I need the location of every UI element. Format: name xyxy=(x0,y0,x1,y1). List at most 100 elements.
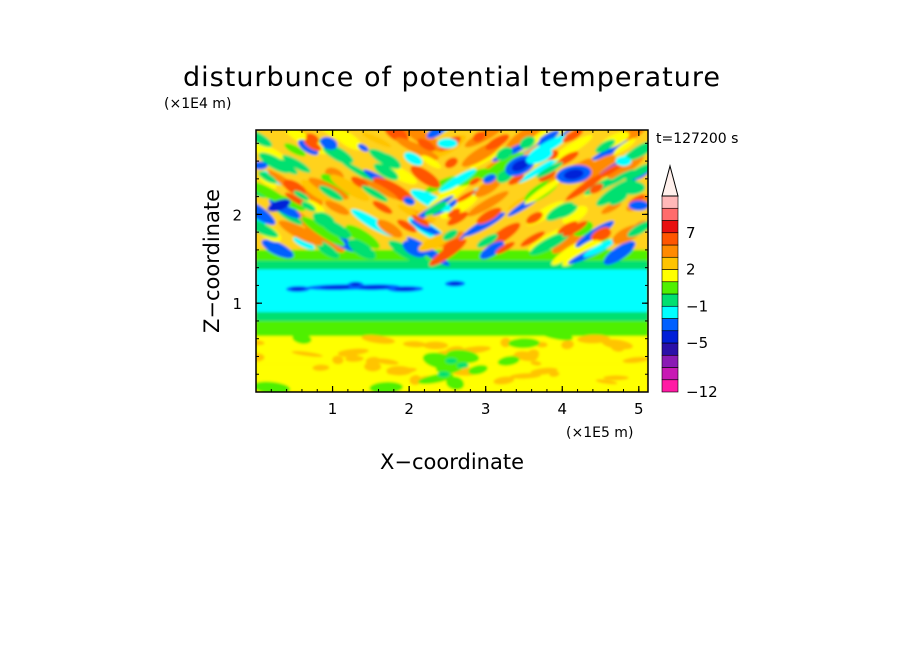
field-cell xyxy=(439,168,477,193)
field-cell xyxy=(258,152,291,174)
field-cell xyxy=(304,227,345,253)
x-tick-label: 3 xyxy=(481,400,491,418)
field-cell xyxy=(561,340,574,350)
field-cell xyxy=(552,134,593,161)
field-cell xyxy=(508,338,540,349)
field-cell xyxy=(293,237,315,250)
field-cell xyxy=(397,204,420,218)
field-cell xyxy=(456,362,469,369)
colorbar-label: 7 xyxy=(686,224,696,242)
field-cell xyxy=(261,239,294,259)
field-cell xyxy=(301,216,345,247)
field-cell xyxy=(514,351,538,362)
field-cell xyxy=(291,350,323,357)
field-cell xyxy=(256,181,289,205)
field-cell xyxy=(409,375,422,386)
x-tick-label: 2 xyxy=(404,400,414,418)
x-tick-label: 4 xyxy=(557,400,567,418)
field-cell xyxy=(622,356,648,364)
field-cell xyxy=(485,134,510,151)
field-cell xyxy=(613,138,636,155)
field-cell xyxy=(524,176,564,205)
field-cell xyxy=(365,356,381,366)
field-cell xyxy=(345,224,380,249)
field-cell xyxy=(373,163,399,181)
colorbar: −12−5−127 xyxy=(661,164,718,401)
field-cell xyxy=(500,337,511,348)
colorbar-segment xyxy=(661,207,679,221)
y-axis: 12 xyxy=(232,142,648,375)
field-cell xyxy=(376,219,403,238)
field-cell xyxy=(625,163,648,181)
field-cell xyxy=(562,205,588,224)
field-cell xyxy=(472,131,486,142)
field-cell xyxy=(601,201,622,215)
field-cell xyxy=(361,334,395,344)
field-cell xyxy=(305,133,319,144)
field-cell xyxy=(536,130,560,146)
colorbar-segment xyxy=(661,354,679,368)
field-cell xyxy=(256,130,273,148)
colorbar-segment xyxy=(661,318,679,332)
field-cell xyxy=(401,130,445,152)
field-band xyxy=(256,319,648,337)
field-cell xyxy=(304,139,322,152)
field-cell xyxy=(297,139,319,156)
field-band xyxy=(256,310,648,321)
field-cell xyxy=(445,357,458,364)
field-cell xyxy=(437,371,450,378)
field-cell xyxy=(509,373,542,379)
field-cell xyxy=(404,152,423,166)
field-cell xyxy=(332,355,344,365)
field-cell xyxy=(338,352,359,358)
field-cell xyxy=(426,130,446,139)
x-axis-label: X−coordinate xyxy=(380,450,524,474)
field-cell xyxy=(457,168,490,187)
field-band xyxy=(256,267,648,313)
colorbar-segment xyxy=(661,232,679,246)
field-cell xyxy=(256,381,291,392)
colorbar-segment xyxy=(661,256,679,270)
field-cell xyxy=(577,334,611,344)
field-cell xyxy=(422,341,449,350)
field-cell xyxy=(598,163,623,179)
field-cell xyxy=(530,360,542,366)
field-cell xyxy=(278,220,323,246)
field-cell xyxy=(350,282,361,287)
field-cell xyxy=(563,169,584,180)
y-tick-label: 2 xyxy=(232,206,242,224)
field-cell xyxy=(617,180,646,195)
field-cell xyxy=(397,219,417,233)
field-cell xyxy=(403,196,415,206)
field-cell xyxy=(469,177,481,186)
x-axis: 1 2 3 4 5 xyxy=(270,130,644,418)
field-cell xyxy=(348,238,376,260)
field-cell xyxy=(256,161,268,170)
field-cell xyxy=(495,147,513,161)
field-cell xyxy=(324,200,350,216)
field-cell xyxy=(536,328,573,341)
field-cell xyxy=(508,174,525,185)
field-cell xyxy=(505,130,549,149)
field-cell xyxy=(384,130,409,143)
field-cell xyxy=(256,198,276,226)
field-cell xyxy=(486,222,521,248)
field-cell xyxy=(357,143,369,152)
x-scale-label: (×1E5 m) xyxy=(566,425,633,441)
field-cell xyxy=(429,239,467,266)
y-axis-label: Z−coordinate xyxy=(200,189,224,333)
field-cell xyxy=(538,169,556,182)
field-cell xyxy=(284,143,306,157)
field-cell xyxy=(444,157,458,169)
field-cell xyxy=(587,140,630,164)
field-cell xyxy=(557,221,578,234)
field-cell xyxy=(529,231,570,256)
field-cell xyxy=(545,202,575,221)
field-cell xyxy=(368,148,400,169)
field-cell xyxy=(359,285,391,289)
colorbar-label: −12 xyxy=(686,383,718,401)
field-cell xyxy=(411,214,430,227)
colorbar-label: −5 xyxy=(686,334,708,352)
field-cell xyxy=(292,333,312,344)
field-cell xyxy=(493,376,515,385)
